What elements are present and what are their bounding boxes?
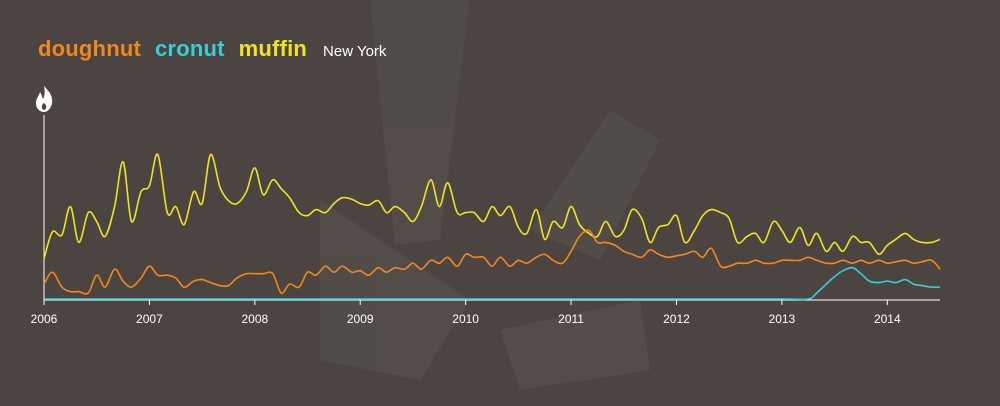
x-tick-label-2013: 2013	[769, 312, 796, 326]
x-tick-label-2012: 2012	[663, 312, 690, 326]
x-tick-label-2010: 2010	[452, 312, 479, 326]
legend-term-muffin[interactable]: muffin	[238, 36, 308, 61]
legend: doughnut cronut muffin New York	[38, 36, 386, 62]
x-tick-label-2007: 2007	[136, 312, 163, 326]
flame-icon	[36, 86, 53, 112]
legend-term-cronut[interactable]: cronut	[155, 36, 225, 61]
x-tick-label-2008: 2008	[241, 312, 268, 326]
x-tick-label-2014: 2014	[874, 312, 901, 326]
x-tick-label-2011: 2011	[558, 312, 584, 326]
x-tick-label-2009: 2009	[347, 312, 374, 326]
series-line-doughnut[interactable]	[43, 229, 941, 295]
legend-location[interactable]: New York	[323, 43, 387, 60]
series-line-muffin[interactable]	[43, 153, 941, 260]
background-logo	[320, 0, 660, 390]
series-lines	[43, 153, 941, 301]
x-tick-label-2006: 2006	[31, 312, 58, 326]
x-axis-ticks: 2006 2007 2008 2009 2010 2011 2012 2013 2014	[31, 300, 901, 326]
series-line-cronut[interactable]	[44, 266, 941, 301]
legend-term-doughnut[interactable]: doughnut	[38, 36, 141, 61]
